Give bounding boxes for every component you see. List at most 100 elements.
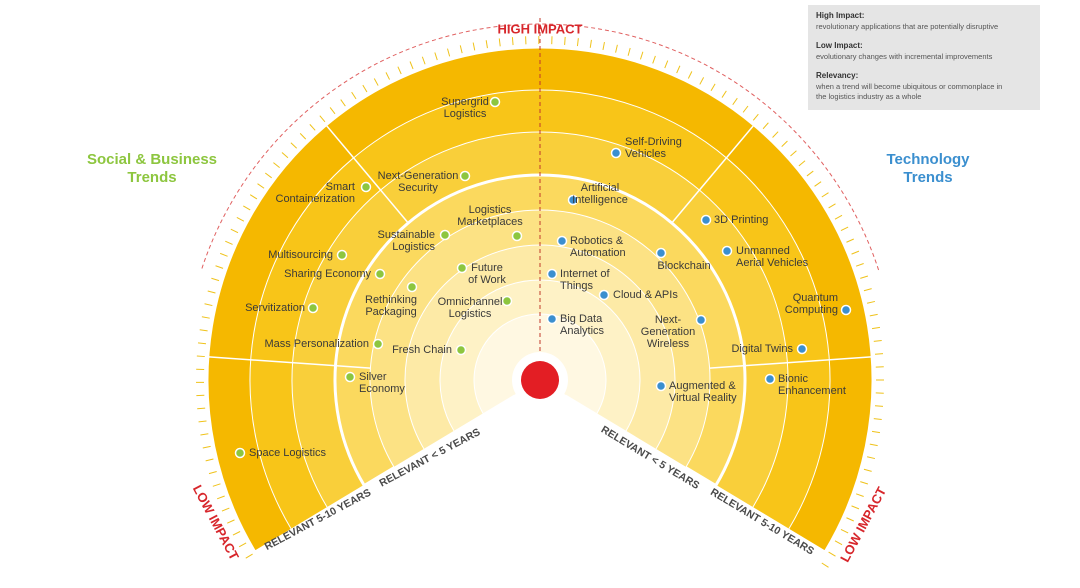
trend-dot	[372, 338, 384, 350]
tick	[871, 326, 881, 330]
tick	[840, 528, 849, 534]
tick	[202, 445, 211, 449]
divider	[671, 125, 754, 224]
legend-term: Low Impact:	[816, 41, 863, 50]
tick	[742, 105, 749, 113]
tick	[198, 420, 207, 423]
trend-label: Automation	[570, 247, 626, 259]
tick	[772, 131, 779, 138]
legend-definition: the logistics industry as a whole	[816, 92, 921, 101]
tick	[790, 150, 797, 157]
tick	[249, 194, 258, 200]
trend-label: Economy	[359, 383, 405, 395]
trend-dot	[556, 235, 568, 247]
trend-label: of Work	[468, 274, 506, 286]
trend-dot	[360, 181, 372, 193]
tick	[806, 170, 814, 177]
trend-label: Self-Driving	[625, 136, 682, 148]
trend-label: Logistics	[469, 204, 512, 216]
tick	[257, 183, 265, 189]
trend-dot	[455, 344, 467, 356]
trend-dot	[511, 230, 523, 242]
legend-definition: when a trend will become ubiquitous or c…	[815, 82, 1002, 91]
trend-label: Cloud & APIs	[613, 289, 678, 301]
tick	[299, 133, 307, 140]
trend-dot	[721, 245, 733, 257]
tick	[319, 115, 326, 123]
tick	[821, 192, 829, 198]
tick	[472, 42, 476, 51]
trend-label: Digital Twins	[731, 343, 793, 355]
trend-dot	[655, 247, 667, 259]
trend-label: Logistics	[444, 108, 487, 120]
tick	[197, 407, 206, 410]
tick	[871, 430, 881, 434]
trend-label: Generation	[641, 326, 695, 338]
tick	[564, 36, 566, 45]
trend-label: Analytics	[560, 325, 605, 337]
tick	[828, 203, 836, 209]
trend-label: Packaging	[365, 306, 416, 318]
trend-label: Blockchain	[657, 260, 710, 272]
tick	[576, 38, 579, 47]
tick	[851, 505, 860, 510]
tick	[851, 250, 860, 255]
trend-dot	[546, 268, 558, 280]
trend-dot	[598, 289, 610, 301]
trend-label: Mass Personalization	[264, 338, 369, 350]
tick	[227, 519, 235, 524]
section-title: Trends	[903, 169, 952, 186]
tick	[834, 540, 843, 546]
tick	[421, 56, 426, 65]
tick	[212, 483, 221, 487]
tick	[752, 113, 759, 121]
trend-label: Omnichannel	[438, 296, 503, 308]
trend-label: Things	[560, 280, 594, 292]
trend-label: Enhancement	[778, 385, 846, 397]
trend-label: Next-Generation	[378, 170, 459, 182]
trend-label: Space Logistics	[249, 447, 327, 459]
tick	[204, 303, 213, 307]
trend-label: Robotics &	[570, 235, 624, 247]
tick	[846, 238, 854, 243]
tick	[732, 97, 738, 106]
tick	[397, 66, 402, 75]
trend-label: Multisourcing	[268, 249, 333, 261]
trend-label: Sustainable	[378, 229, 436, 241]
trend-label: Servitization	[245, 302, 305, 314]
trend-dot	[546, 313, 558, 325]
tick	[238, 542, 247, 548]
trend-dot	[610, 147, 622, 159]
trend-dot	[489, 96, 501, 108]
tick	[781, 140, 788, 147]
tick	[762, 122, 769, 130]
trend-label: Vehicles	[625, 148, 666, 160]
tick	[615, 44, 618, 53]
tick	[855, 263, 864, 267]
trend-label: Internet of	[560, 268, 610, 280]
trend-label: Smart	[326, 181, 355, 193]
section-title: Trends	[127, 169, 176, 186]
tick	[627, 47, 631, 56]
tick	[846, 517, 854, 522]
tick	[207, 290, 216, 294]
trend-label: Silver	[359, 371, 387, 383]
trend-dot	[501, 295, 513, 307]
tick	[664, 60, 669, 69]
tick	[869, 443, 878, 447]
trend-dot	[459, 170, 471, 182]
trend-dot	[307, 302, 319, 314]
divider	[208, 356, 371, 369]
tick	[834, 214, 843, 220]
tick	[869, 313, 878, 317]
tick	[236, 217, 245, 222]
tick	[602, 41, 605, 51]
section-title: Social & Business	[87, 151, 217, 168]
trend-dot	[234, 447, 246, 459]
tick	[385, 72, 391, 80]
trend-label: Containerization	[276, 193, 356, 205]
divider	[565, 394, 825, 552]
trend-dot	[695, 314, 707, 326]
tick	[329, 107, 336, 115]
